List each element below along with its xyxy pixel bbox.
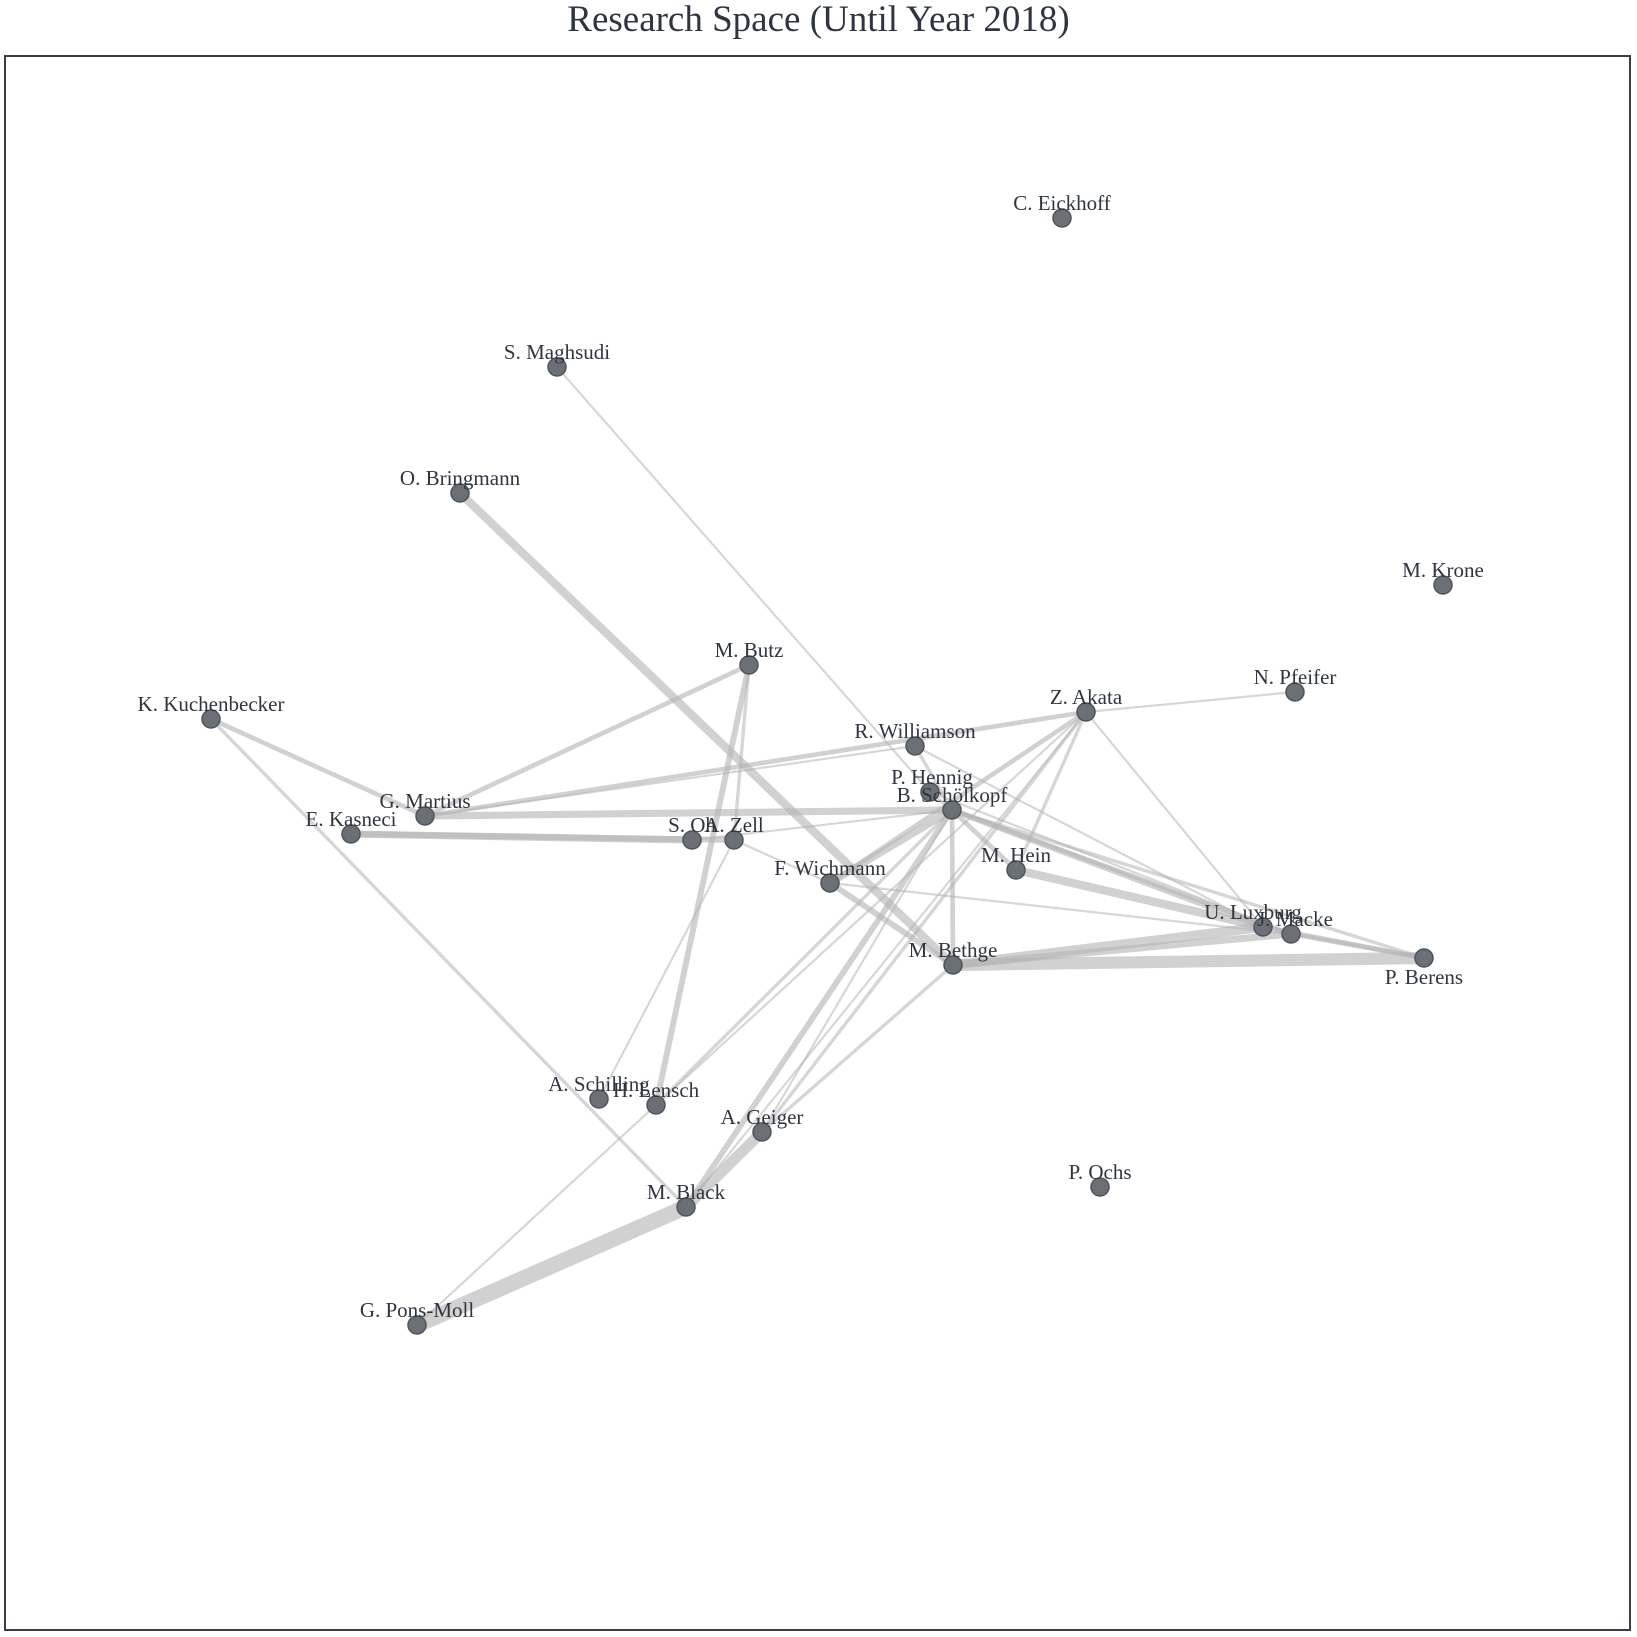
node-label-wichmann: F. Wichmann [774, 856, 886, 880]
edges-layer [209, 366, 1425, 1333]
node-label-zell: A. Zell [704, 813, 764, 837]
edge-williamson-luxburg [914, 745, 1264, 928]
edge-scholkopf-black [683, 808, 955, 1209]
node-kuchenbecker[interactable] [201, 709, 221, 729]
node-label-schilling: A. Schilling [548, 1072, 650, 1096]
node-berens[interactable] [1414, 948, 1434, 968]
node-label-krone: M. Krone [1402, 558, 1484, 582]
nodes-layer [201, 208, 1453, 1335]
node-label-maghsudi: S. Maghsudi [504, 340, 610, 364]
node-eickhoff[interactable] [1052, 208, 1072, 228]
edge-geiger-black [682, 1128, 766, 1211]
edge-akata-hein [1014, 711, 1088, 871]
node-label-martius: G. Martius [380, 789, 471, 813]
edge-ponsmoll-lensch [416, 1104, 657, 1326]
node-martius[interactable] [415, 806, 435, 826]
edge-wichmann-bethge [828, 880, 955, 968]
node-kasneci[interactable] [341, 824, 361, 844]
node-zell[interactable] [724, 830, 744, 850]
edge-martius-akata [424, 709, 1087, 819]
edge-scholkopf-berens [951, 808, 1425, 960]
node-macke[interactable] [1281, 924, 1301, 944]
edge-scholkopf-hein [950, 808, 1018, 872]
node-maghsudi[interactable] [547, 357, 567, 377]
node-label-williamson: R. Williamson [854, 719, 976, 743]
node-lensch[interactable] [646, 1095, 666, 1115]
node-geiger[interactable] [752, 1122, 772, 1142]
node-label-pfeifer: N. Pfeifer [1254, 665, 1337, 689]
node-label-bringmann: O. Bringmann [400, 466, 521, 490]
edge-butz-lensch [653, 664, 752, 1106]
node-label-kuchenbecker: K. Kuchenbecker [138, 692, 285, 716]
node-label-black: M. Black [647, 1180, 726, 1204]
node-label-macke: J. Macke [1257, 907, 1333, 931]
edge-martius-williamson [424, 744, 916, 818]
node-butz[interactable] [739, 655, 759, 675]
edge-schilling-zell [598, 839, 735, 1100]
node-schilling[interactable] [589, 1089, 609, 1109]
edge-bethge-berens [952, 951, 1425, 972]
edge-hein-luxburg [1015, 865, 1264, 932]
node-ochs[interactable] [1090, 1177, 1110, 1197]
node-hein[interactable] [1006, 860, 1026, 880]
node-scholkopf[interactable] [942, 800, 962, 820]
edge-wichmann-zell [733, 839, 831, 884]
edge-scholkopf-bethge [949, 809, 956, 966]
node-label-hennig: P. Hennig [891, 765, 973, 789]
edge-scholkopf-macke [951, 807, 1292, 937]
edge-bringmann-bethge [457, 489, 956, 969]
edge-macke-berens [1290, 931, 1425, 961]
node-pfeifer[interactable] [1285, 682, 1305, 702]
edge-scholkopf-geiger [761, 809, 953, 1133]
edge-kuchenbecker-black [209, 717, 688, 1209]
node-hennig[interactable] [920, 782, 940, 802]
edge-akata-geiger [760, 710, 1088, 1134]
node-krone[interactable] [1433, 575, 1453, 595]
node-bringmann[interactable] [450, 483, 470, 503]
edge-akata-pfeifer [1085, 690, 1296, 714]
node-black[interactable] [676, 1197, 696, 1217]
node-wichmann[interactable] [820, 873, 840, 893]
labels-layer: C. Eickhoff S. Maghsudi O. Bringmann M. Kro… [138, 191, 1484, 1322]
node-label-geiger: A. Geiger [721, 1105, 804, 1129]
node-label-scholkopf: B. Schölkopf [897, 783, 1008, 807]
node-label-bethge: M. Bethge [909, 938, 998, 962]
edge-kasneci-zell [350, 831, 735, 843]
node-label-butz: M. Butz [715, 638, 784, 662]
edge-scholkopf-wichmann [828, 806, 954, 887]
node-label-hein: M. Hein [981, 843, 1051, 867]
page-title: Research Space (Until Year 2018) [567, 0, 1070, 40]
edge-kuchenbecker-martius [210, 716, 426, 819]
edge-butz-martius [424, 662, 750, 819]
edge-bethge-macke [952, 930, 1292, 969]
edge-scholkopf-lensch [654, 808, 954, 1107]
node-label-akata: Z. Akata [1050, 685, 1123, 709]
node-luxburg[interactable] [1253, 917, 1273, 937]
node-label-ponsmoll: G. Pons-Moll [360, 1298, 475, 1322]
node-label-ochs: P. Ochs [1068, 1160, 1131, 1184]
edge-wichmann-macke [829, 881, 1292, 936]
edge-black-ponsmoll [413, 1199, 690, 1333]
node-bethge[interactable] [943, 955, 963, 975]
node-akata[interactable] [1076, 702, 1096, 722]
edge-maghsudi-hennig [556, 366, 931, 793]
plot-frame [4, 55, 1631, 1631]
node-williamson[interactable] [905, 736, 925, 756]
edge-bethge-geiger [760, 963, 955, 1134]
node-label-kasneci: E. Kasneci [306, 807, 397, 831]
node-ponsmoll[interactable] [407, 1315, 427, 1335]
node-label-lensch: H. Lensch [613, 1078, 700, 1102]
edge-akata-black [685, 711, 1087, 1208]
node-label-berens: P. Berens [1385, 965, 1463, 989]
edge-akata-luxburg [1085, 711, 1264, 928]
node-label-luxburg: U. Luxburg [1204, 900, 1302, 924]
node-label-eickhoff: C. Eickhoff [1013, 191, 1111, 215]
node-oh[interactable] [682, 830, 702, 850]
edge-martius-scholkopf [424, 806, 953, 820]
node-label-oh: S. Oh [668, 813, 716, 837]
